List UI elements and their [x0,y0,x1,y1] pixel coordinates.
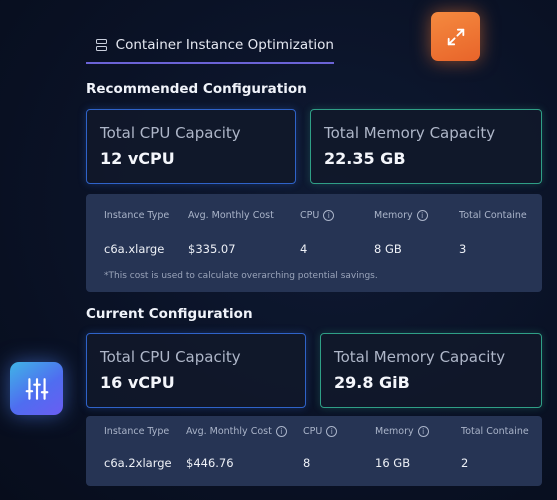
expand-button[interactable] [431,12,480,61]
table-row: c6a.xlarge $335.07 4 8 GB 3 [86,232,542,262]
header-avg-monthly-cost: Avg. Monthly Cost [188,210,274,221]
cell-memory: 16 GB [375,456,411,470]
header-total-containers: Total Containe [459,210,527,221]
current-cpu-label: Total CPU Capacity [100,348,241,366]
cost-footnote: *This cost is used to calculate overarch… [104,271,378,281]
cell-instance-type: c6a.xlarge [104,242,165,256]
recommended-instance-table: Instance Type Avg. Monthly Cost CPU i Mem… [86,194,542,292]
current-instance-table: Instance Type Avg. Monthly Cost i CPU i Me… [86,416,542,486]
cell-instance-type: c6a.2xlarge [104,456,172,470]
recommended-memory-card: Total Memory Capacity 22.35 GB [310,109,542,184]
cell-cpu: 8 [303,456,311,470]
recommended-memory-label: Total Memory Capacity [324,124,496,142]
cell-avg-monthly-cost: $335.07 [188,242,236,256]
header-instance-type: Instance Type [104,210,170,221]
header-cpu: CPU i [300,210,335,221]
header-cpu-label: CPU [303,426,323,437]
header-total-containers: Total Containe [461,426,529,437]
current-memory-label: Total Memory Capacity [334,348,506,366]
current-cpu-card: Total CPU Capacity 16 vCPU [86,333,306,408]
cell-cpu: 4 [300,242,308,256]
info-icon[interactable]: i [416,210,428,221]
header-memory-label: Memory [374,210,413,221]
header-memory-label: Memory [375,426,414,437]
header-cpu: CPU i [303,426,338,437]
current-memory-card: Total Memory Capacity 29.8 GiB [320,333,542,408]
header-memory: Memory i [375,426,429,437]
info-icon[interactable]: i [326,426,338,437]
expand-arrows-icon [447,28,464,45]
current-config-title: Current Configuration [86,306,253,322]
recommended-config-title: Recommended Configuration [86,81,307,97]
info-icon[interactable]: i [275,426,287,437]
header-avg-monthly-cost: Avg. Monthly Cost i [186,426,287,437]
header-memory: Memory i [374,210,428,221]
cell-memory: 8 GB [374,242,402,256]
header-instance-type: Instance Type [104,426,170,437]
tab-container-instance-optimization[interactable]: Container Instance Optimization [86,28,334,64]
cell-avg-monthly-cost: $446.76 [186,456,234,470]
table-header-row: Instance Type Avg. Monthly Cost i CPU i Me… [86,416,542,446]
cell-total-containers: 2 [461,456,469,470]
sliders-icon [25,377,48,400]
header-cpu-label: CPU [300,210,320,221]
info-icon[interactable]: i [417,426,429,437]
current-memory-value: 29.8 GiB [334,373,410,392]
recommended-cpu-card: Total CPU Capacity 12 vCPU [86,109,296,184]
recommended-cpu-label: Total CPU Capacity [100,124,241,142]
recommended-memory-value: 22.35 GB [324,149,406,168]
table-header-row: Instance Type Avg. Monthly Cost CPU i Mem… [86,194,542,224]
settings-sliders-button[interactable] [10,362,63,415]
recommended-cpu-value: 12 vCPU [100,149,175,168]
info-icon[interactable]: i [323,210,335,221]
tab-label: Container Instance Optimization [115,37,334,53]
cell-total-containers: 3 [459,242,467,256]
server-stack-icon [96,38,107,52]
current-cpu-value: 16 vCPU [100,373,175,392]
header-avg-monthly-cost-label: Avg. Monthly Cost [186,426,272,437]
table-row: c6a.2xlarge $446.76 8 16 GB 2 [86,446,542,476]
